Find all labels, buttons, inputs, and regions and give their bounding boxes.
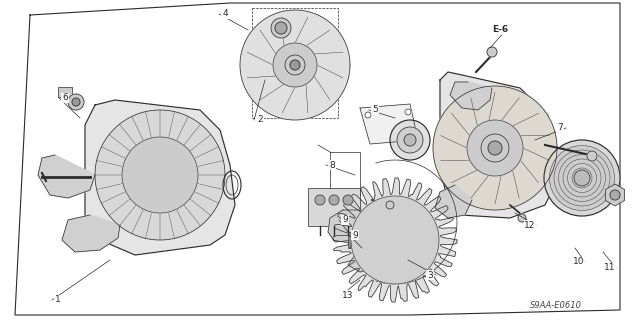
Circle shape xyxy=(351,196,439,284)
Circle shape xyxy=(271,18,291,38)
Circle shape xyxy=(572,168,592,188)
Text: 3: 3 xyxy=(427,270,433,279)
Polygon shape xyxy=(433,86,557,210)
Text: 6: 6 xyxy=(62,93,68,102)
Polygon shape xyxy=(440,72,558,218)
Polygon shape xyxy=(328,210,370,242)
Text: 9: 9 xyxy=(342,215,348,225)
Circle shape xyxy=(568,164,596,193)
Circle shape xyxy=(481,134,509,162)
Polygon shape xyxy=(95,110,225,240)
Text: 8: 8 xyxy=(329,161,335,170)
Circle shape xyxy=(550,146,614,211)
Circle shape xyxy=(587,151,597,161)
Polygon shape xyxy=(360,104,418,144)
Circle shape xyxy=(397,127,423,153)
Circle shape xyxy=(487,47,497,57)
Text: 5: 5 xyxy=(372,106,378,115)
Polygon shape xyxy=(38,155,95,198)
Text: 11: 11 xyxy=(604,263,616,273)
Polygon shape xyxy=(435,185,472,218)
Circle shape xyxy=(467,120,523,176)
Circle shape xyxy=(68,94,84,110)
Circle shape xyxy=(275,22,287,34)
Text: 12: 12 xyxy=(524,220,536,229)
Circle shape xyxy=(518,214,526,222)
Circle shape xyxy=(544,140,620,216)
Bar xyxy=(252,8,338,118)
Circle shape xyxy=(404,134,416,146)
Polygon shape xyxy=(62,215,120,252)
Text: 4: 4 xyxy=(222,10,228,19)
Circle shape xyxy=(72,98,80,106)
Circle shape xyxy=(488,141,502,155)
Text: 1: 1 xyxy=(55,295,61,305)
Bar xyxy=(348,232,354,248)
Text: 13: 13 xyxy=(342,291,354,300)
Polygon shape xyxy=(85,100,235,255)
Circle shape xyxy=(473,126,517,170)
Circle shape xyxy=(554,150,610,206)
Circle shape xyxy=(405,109,411,115)
Circle shape xyxy=(343,195,353,205)
Circle shape xyxy=(365,112,371,118)
Circle shape xyxy=(390,120,430,160)
Bar xyxy=(308,188,360,226)
Circle shape xyxy=(610,190,620,200)
Bar xyxy=(350,232,356,248)
Polygon shape xyxy=(450,82,492,110)
Circle shape xyxy=(574,170,590,186)
Circle shape xyxy=(559,155,605,202)
Circle shape xyxy=(386,201,394,209)
Text: 7: 7 xyxy=(557,124,563,132)
Text: S9AA-E0610: S9AA-E0610 xyxy=(530,300,582,309)
Polygon shape xyxy=(240,10,350,120)
Circle shape xyxy=(290,60,300,70)
Text: 2: 2 xyxy=(257,116,263,124)
Circle shape xyxy=(563,159,601,197)
Text: E-6: E-6 xyxy=(492,26,508,35)
Polygon shape xyxy=(348,248,375,272)
Circle shape xyxy=(285,55,305,75)
Bar xyxy=(58,87,72,97)
Circle shape xyxy=(273,43,317,87)
Circle shape xyxy=(329,195,339,205)
Circle shape xyxy=(122,137,198,213)
Text: 9: 9 xyxy=(352,230,358,239)
Text: 10: 10 xyxy=(573,258,585,267)
Circle shape xyxy=(315,195,325,205)
Polygon shape xyxy=(333,178,457,302)
